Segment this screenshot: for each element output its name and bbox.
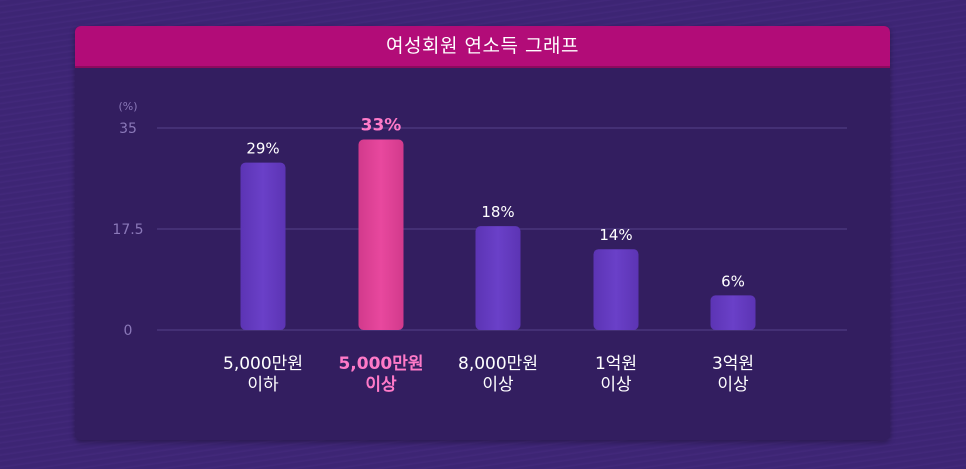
x-tick-label: 8,000만원 bbox=[458, 354, 538, 374]
x-tick-label: 1억원 bbox=[595, 354, 637, 374]
x-tick-label: 5,000만원 bbox=[223, 354, 303, 374]
x-tick-label: 이하 bbox=[247, 375, 279, 395]
x-tick-label: 이상 bbox=[365, 375, 397, 395]
y-tick-label: 35 bbox=[119, 121, 137, 137]
y-axis-unit: (%) bbox=[118, 100, 137, 113]
bar bbox=[710, 295, 756, 330]
data-label: 29% bbox=[246, 140, 279, 158]
bar bbox=[240, 162, 286, 330]
data-label: 18% bbox=[481, 203, 514, 221]
bar bbox=[475, 226, 521, 330]
x-tick-label: 3억원 bbox=[712, 354, 754, 374]
x-tick-label: 5,000만원 bbox=[338, 354, 423, 374]
x-tick-label: 이상 bbox=[717, 375, 749, 395]
y-tick-label: 17.5 bbox=[112, 222, 143, 238]
data-label: 33% bbox=[361, 116, 402, 136]
data-label: 6% bbox=[721, 272, 745, 290]
bar bbox=[593, 249, 639, 330]
bar bbox=[358, 139, 404, 330]
chart-title: 여성회원 연소득 그래프 bbox=[75, 26, 890, 68]
chart-card: 여성회원 연소득 그래프 bbox=[75, 26, 890, 440]
y-tick-label: 0 bbox=[124, 323, 133, 339]
data-label: 14% bbox=[599, 226, 632, 244]
x-tick-label: 이상 bbox=[482, 375, 514, 395]
x-tick-label: 이상 bbox=[600, 375, 632, 395]
